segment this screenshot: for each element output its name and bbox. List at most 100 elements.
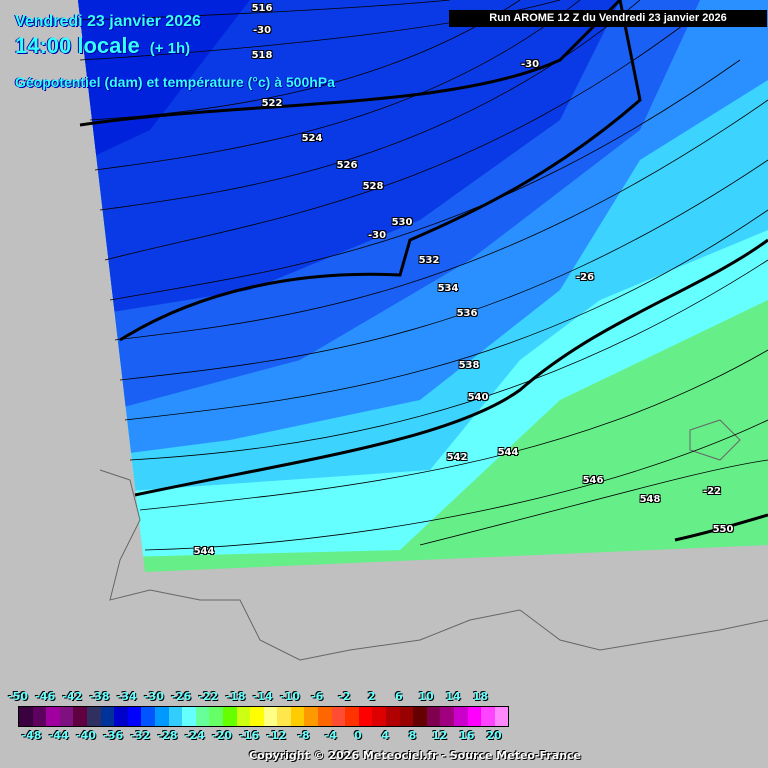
parameter-title: Géopotentiel (dam) et température (°c) à… [15, 74, 335, 90]
legend-swatch [86, 707, 101, 726]
legend-label: 2 [367, 690, 376, 703]
contour-label: 518 [251, 50, 273, 61]
legend-swatch [372, 707, 387, 726]
legend-swatch [318, 707, 332, 726]
legend-label: -4 [324, 729, 337, 742]
legend-label: -34 [116, 690, 137, 703]
legend-label: -8 [297, 729, 310, 742]
legend-swatch [141, 707, 155, 726]
contour-label: 516 [251, 3, 273, 14]
legend-label: 14 [445, 690, 461, 703]
legend-swatch [331, 707, 346, 726]
legend-label: -18 [225, 690, 246, 703]
legend-label: 10 [418, 690, 434, 703]
legend-label: -10 [280, 690, 300, 703]
legend-label: -50 [8, 690, 28, 703]
legend-label: -28 [157, 729, 178, 742]
legend-label: -32 [130, 729, 151, 742]
legend-label: 20 [486, 729, 502, 742]
legend-label: -26 [171, 690, 192, 703]
legend-label: -16 [239, 729, 260, 742]
legend-swatch [386, 707, 400, 726]
contour-label: 536 [456, 308, 478, 319]
isotherm-thick-lines [79, 0, 768, 542]
legend-swatch [154, 707, 169, 726]
legend-label: 0 [354, 729, 362, 742]
legend-swatch [440, 707, 454, 726]
legend-swatch [481, 707, 495, 726]
temperature-label: -30 [520, 59, 540, 70]
contour-label: 550 [712, 524, 734, 535]
contour-label: 548 [639, 494, 661, 505]
legend-label: -6 [311, 690, 324, 703]
contour-label: 530 [391, 217, 413, 228]
geopotential-contours [77, 0, 768, 551]
contour-label: 532 [418, 255, 440, 266]
color-scale-bar [18, 706, 510, 727]
legend-swatch [426, 707, 441, 726]
legend-label: -20 [212, 729, 232, 742]
legend-swatch [304, 707, 319, 726]
legend-label: -2 [338, 690, 351, 703]
legend-swatch [100, 707, 115, 726]
legend-label: -46 [35, 690, 56, 703]
legend-swatch [263, 707, 278, 726]
contour-label: 534 [437, 283, 459, 294]
contour-label: 524 [301, 133, 323, 144]
legend-label: -44 [48, 729, 69, 742]
legend-label: -30 [144, 690, 164, 703]
legend-swatch [345, 707, 359, 726]
legend-swatch [290, 707, 305, 726]
forecast-date: Vendredi 23 janvier 2026 [15, 13, 201, 30]
legend-swatch [19, 707, 33, 726]
legend-label: 8 [408, 729, 417, 742]
legend-swatch [182, 707, 196, 726]
legend-swatch [114, 707, 128, 726]
legend-swatch [277, 707, 291, 726]
legend-swatch [32, 707, 47, 726]
coastlines [99, 419, 768, 661]
temperature-label: -26 [575, 272, 595, 283]
copyright: Copyright © 2026 Meteociel.fr - Source M… [249, 749, 582, 762]
legend-swatch [59, 707, 74, 726]
legend-label: 16 [459, 729, 475, 742]
legend-swatch [454, 707, 468, 726]
contour-label: 538 [458, 360, 480, 371]
legend-label: 12 [431, 729, 448, 742]
legend-label: -48 [21, 729, 42, 742]
legend-swatch [209, 707, 223, 726]
legend-swatch [399, 707, 414, 726]
legend-swatch [195, 707, 210, 726]
contour-label: 546 [582, 475, 604, 486]
legend-label: -12 [266, 729, 287, 742]
contour-label: 544 [193, 546, 215, 557]
temperature-label: -22 [702, 486, 722, 497]
legend-swatch [358, 707, 373, 726]
legend-label: -38 [89, 690, 110, 703]
contour-label: 526 [336, 160, 358, 171]
legend-swatch [494, 707, 509, 726]
legend-swatch [73, 707, 87, 726]
time-offset: (+ 1h) [149, 40, 191, 57]
legend-label: -40 [76, 729, 96, 742]
contour-label: 522 [261, 98, 283, 109]
contour-label: 542 [446, 452, 468, 463]
legend-label: -14 [252, 690, 273, 703]
forecast-time: 14:00 locale (+ 1h) [15, 33, 191, 58]
legend-label: -24 [184, 729, 205, 742]
local-time: 14:00 locale [15, 33, 140, 58]
legend-swatch [413, 707, 427, 726]
legend-label: 18 [472, 690, 489, 703]
legend-swatch [236, 707, 251, 726]
legend-label: 4 [381, 729, 390, 742]
contour-label: 528 [362, 181, 384, 192]
legend-label: -22 [198, 690, 219, 703]
run-info: Run AROME 12 Z du Vendredi 23 janvier 20… [449, 10, 767, 27]
temperature-label: -30 [367, 230, 387, 241]
contour-label: 544 [497, 447, 519, 458]
temperature-label: -30 [252, 25, 272, 36]
legend-swatch [467, 707, 482, 726]
legend-label: 6 [394, 690, 403, 703]
